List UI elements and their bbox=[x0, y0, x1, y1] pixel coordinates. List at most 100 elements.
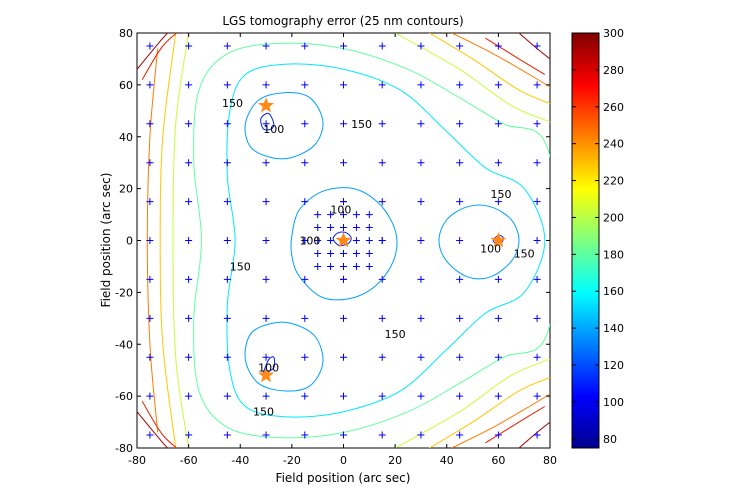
sample-point bbox=[185, 159, 193, 167]
sample-point bbox=[262, 81, 270, 89]
sample-point bbox=[262, 198, 270, 206]
sample-point bbox=[146, 198, 154, 206]
sample-point bbox=[223, 42, 231, 50]
sample-point bbox=[185, 42, 193, 50]
sample-point bbox=[378, 198, 386, 206]
sample-point bbox=[378, 159, 386, 167]
sample-point bbox=[146, 275, 154, 283]
contour-label: 100 bbox=[480, 242, 501, 255]
sample-point bbox=[262, 237, 270, 244]
colorbar-tick-label: 120 bbox=[603, 359, 624, 372]
sample-point bbox=[223, 120, 231, 128]
sample-point bbox=[417, 237, 425, 244]
contour-100 bbox=[260, 112, 275, 131]
sample-point bbox=[327, 249, 335, 257]
sample-point bbox=[533, 42, 541, 50]
contour-300 bbox=[137, 33, 169, 70]
y-tick-label: 0 bbox=[126, 235, 133, 248]
contour-label: 150 bbox=[222, 97, 243, 110]
sample-point bbox=[314, 211, 322, 219]
y-tick-label: -40 bbox=[115, 338, 133, 351]
sample-point bbox=[417, 81, 425, 89]
sample-point bbox=[185, 431, 193, 439]
colorbar-tick-label: 160 bbox=[603, 285, 624, 298]
sample-point bbox=[365, 224, 373, 232]
sample-point bbox=[301, 159, 309, 167]
sample-point bbox=[301, 353, 309, 361]
sample-point bbox=[262, 314, 270, 322]
sample-point bbox=[494, 353, 502, 361]
sample-point bbox=[417, 198, 425, 206]
sample-point bbox=[352, 262, 360, 270]
sample-point bbox=[533, 237, 541, 244]
sample-point bbox=[262, 120, 270, 128]
sample-point bbox=[262, 392, 270, 400]
sample-points bbox=[146, 42, 541, 439]
sample-point bbox=[456, 42, 464, 50]
sample-point bbox=[223, 392, 231, 400]
contour-label: 100 bbox=[263, 123, 284, 136]
sample-point bbox=[417, 159, 425, 167]
contour-225 bbox=[428, 33, 550, 105]
sample-point bbox=[301, 275, 309, 283]
contour-275 bbox=[141, 401, 178, 448]
sample-point bbox=[301, 42, 309, 50]
sample-point bbox=[365, 237, 373, 244]
contour-125 bbox=[244, 321, 324, 392]
sample-point bbox=[533, 81, 541, 89]
sample-point bbox=[340, 431, 347, 439]
sample-point bbox=[340, 314, 347, 322]
sample-point bbox=[417, 353, 425, 361]
sample-point bbox=[314, 224, 322, 232]
sample-point bbox=[456, 431, 464, 439]
x-tick-label: 0 bbox=[340, 454, 347, 467]
sample-point bbox=[301, 314, 309, 322]
contour-label: 100 bbox=[299, 235, 320, 248]
sample-point bbox=[185, 120, 193, 128]
colorbar-tick-label: 80 bbox=[603, 433, 617, 446]
x-tick-label: 80 bbox=[543, 454, 557, 467]
sample-point bbox=[301, 198, 309, 206]
sample-point bbox=[378, 353, 386, 361]
contour-250 bbox=[451, 393, 550, 448]
x-tick-label: -40 bbox=[231, 454, 249, 467]
y-tick-label: 60 bbox=[119, 79, 133, 92]
contour-300 bbox=[137, 411, 169, 448]
lgs-stars bbox=[258, 97, 507, 383]
y-tick-label: -60 bbox=[115, 390, 133, 403]
sample-point bbox=[327, 262, 335, 270]
contour-200 bbox=[394, 358, 550, 448]
sample-point bbox=[378, 81, 386, 89]
sample-point bbox=[262, 42, 270, 50]
colorbar-tick-label: 180 bbox=[603, 248, 624, 261]
sample-point bbox=[223, 81, 231, 89]
contour-275 bbox=[485, 406, 546, 444]
sample-point bbox=[456, 81, 464, 89]
sample-point bbox=[340, 81, 347, 89]
sample-point bbox=[301, 237, 309, 244]
sample-point bbox=[340, 224, 347, 232]
sample-point bbox=[365, 211, 373, 219]
sample-point bbox=[223, 237, 231, 244]
sample-point bbox=[378, 392, 386, 400]
y-tick-label: 40 bbox=[119, 131, 133, 144]
colorbar-tick-label: 240 bbox=[603, 138, 624, 151]
contour-125 bbox=[438, 204, 520, 280]
contour-250 bbox=[451, 33, 550, 88]
sample-point bbox=[146, 120, 154, 128]
sample-point bbox=[494, 198, 502, 206]
y-tick-label: -80 bbox=[115, 442, 133, 455]
contour-label: 150 bbox=[351, 118, 372, 131]
sample-point bbox=[340, 198, 347, 206]
colorbar-ticks: 80 100 120 140 160 180 200 220 240 260 280 300 bbox=[572, 27, 624, 446]
sample-point bbox=[533, 353, 541, 361]
sample-point bbox=[456, 314, 464, 322]
x-axis-ticks: -80 -60 -40 -20 0 20 40 60 80 bbox=[128, 33, 557, 467]
sample-point bbox=[378, 237, 386, 244]
y-tick-label: -20 bbox=[115, 286, 133, 299]
sample-point bbox=[185, 392, 193, 400]
y-axis-ticks: -80 -60 -40 -20 0 20 40 60 80 bbox=[115, 27, 550, 455]
contour-label: 150 bbox=[253, 406, 274, 419]
contour-125 bbox=[290, 187, 398, 301]
contour-lines bbox=[137, 33, 550, 448]
